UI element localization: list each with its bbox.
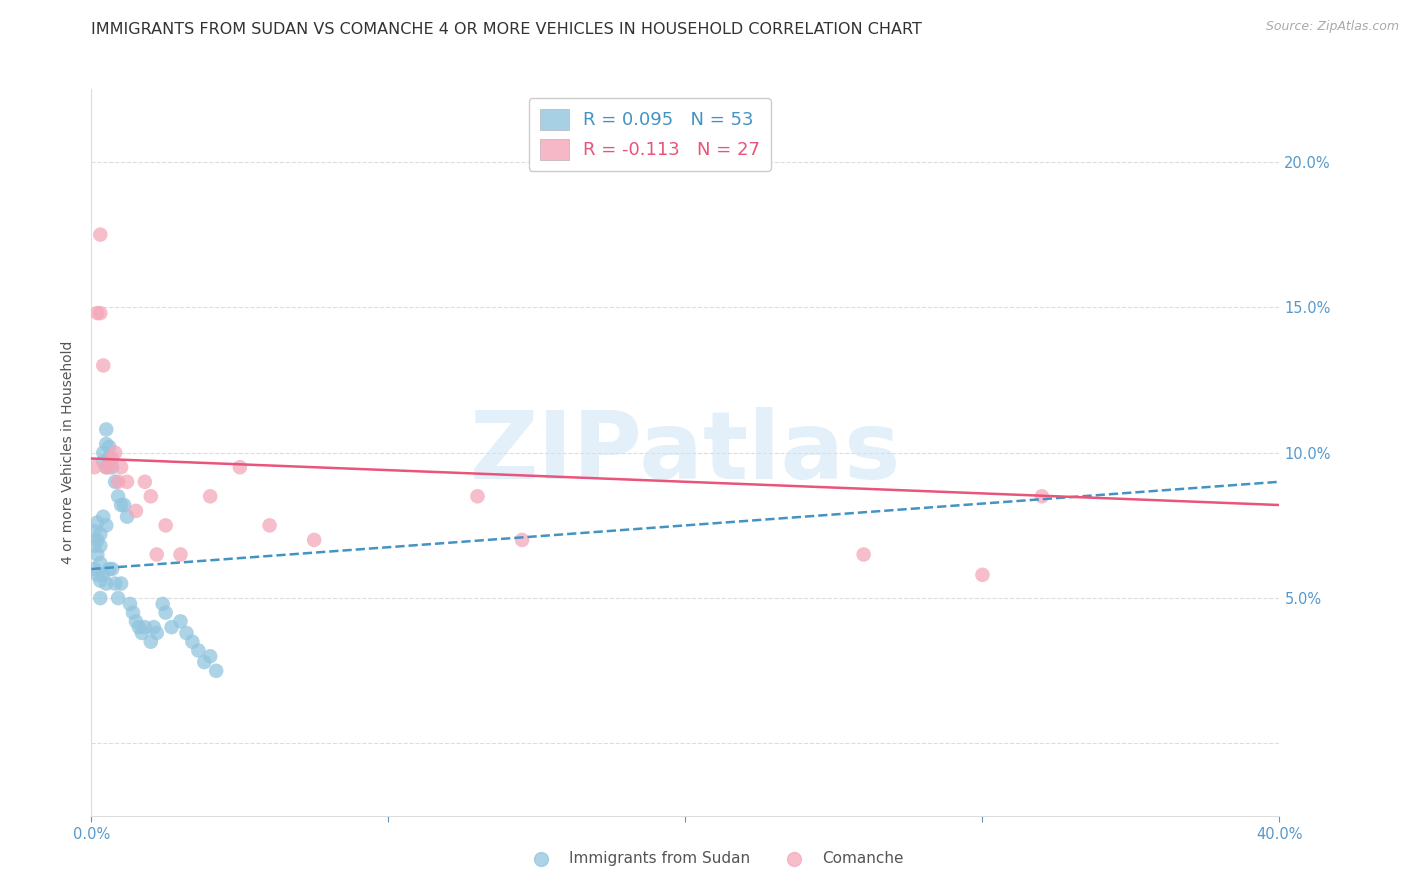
Point (89, 527, 111, 541)
Point (96, 422, 118, 436)
Point (229, 460, 252, 475)
Point (89, 306, 111, 320)
Point (510, 533, 533, 547)
Point (115, 475, 138, 489)
Point (89, 556, 111, 570)
Point (91, 454, 114, 468)
Point (89, 227, 111, 242)
Point (83, 460, 105, 475)
Point (91, 509, 114, 524)
Point (86, 567, 108, 582)
Text: Immigrants from Sudan: Immigrants from Sudan (569, 851, 751, 866)
Point (110, 460, 132, 475)
Point (145, 548, 167, 562)
Point (98, 562, 121, 576)
Point (152, 597, 174, 611)
Legend: R = 0.095   N = 53, R = -0.113   N = 27: R = 0.095 N = 53, R = -0.113 N = 27 (529, 98, 770, 170)
Point (112, 498, 135, 512)
Point (101, 451, 124, 466)
Point (125, 615, 148, 629)
Point (139, 634, 162, 648)
Text: Source: ZipAtlas.com: Source: ZipAtlas.com (1265, 20, 1399, 33)
Point (169, 615, 191, 629)
Point (96, 576, 118, 591)
Point (107, 489, 129, 503)
Point (96, 460, 118, 475)
Point (83, 524, 105, 539)
Point (86, 533, 108, 547)
Point (104, 576, 127, 591)
Point (118, 597, 141, 611)
Point (134, 620, 156, 634)
Point (98, 440, 121, 454)
Point (783, 851, 806, 865)
Point (125, 504, 148, 518)
Point (107, 475, 129, 489)
Point (176, 626, 198, 640)
Point (131, 626, 153, 640)
Point (467, 489, 489, 503)
Point (107, 591, 129, 606)
Point (302, 533, 325, 547)
Point (91, 567, 114, 582)
Point (122, 606, 145, 620)
Point (96, 437, 118, 451)
Point (181, 634, 204, 648)
Text: IMMIGRANTS FROM SUDAN VS COMANCHE 4 OR MORE VEHICLES IN HOUSEHOLD CORRELATION CH: IMMIGRANTS FROM SUDAN VS COMANCHE 4 OR M… (91, 22, 922, 37)
Point (91, 359, 114, 373)
Point (89, 591, 111, 606)
Point (98, 460, 121, 475)
Point (86, 516, 108, 530)
Point (83, 539, 105, 553)
Point (142, 620, 165, 634)
Point (972, 567, 994, 582)
Point (187, 643, 209, 657)
Point (1031, 489, 1053, 503)
Point (530, 851, 553, 865)
Text: Comanche: Comanche (823, 851, 904, 866)
Y-axis label: 4 or more Vehicles in Household: 4 or more Vehicles in Household (62, 341, 76, 565)
Point (160, 620, 183, 634)
Point (104, 475, 127, 489)
Point (155, 606, 177, 620)
Point (139, 489, 162, 503)
Point (104, 446, 127, 460)
Point (86, 306, 108, 320)
Point (96, 460, 118, 475)
Point (110, 498, 132, 512)
Point (169, 548, 191, 562)
Point (205, 664, 228, 678)
Point (200, 649, 222, 664)
Point (98, 451, 121, 466)
Point (96, 518, 118, 533)
Point (259, 518, 281, 533)
Point (155, 518, 177, 533)
Point (145, 626, 167, 640)
Point (86, 548, 108, 562)
Point (134, 475, 156, 489)
Point (200, 489, 222, 503)
Point (89, 539, 111, 553)
Point (91, 446, 114, 460)
Point (101, 562, 124, 576)
Point (128, 620, 150, 634)
Point (89, 574, 111, 588)
Point (101, 460, 124, 475)
Point (110, 576, 132, 591)
Point (852, 548, 875, 562)
Point (115, 509, 138, 524)
Point (193, 655, 215, 669)
Point (83, 562, 105, 576)
Text: ZIPatlas: ZIPatlas (470, 407, 901, 499)
